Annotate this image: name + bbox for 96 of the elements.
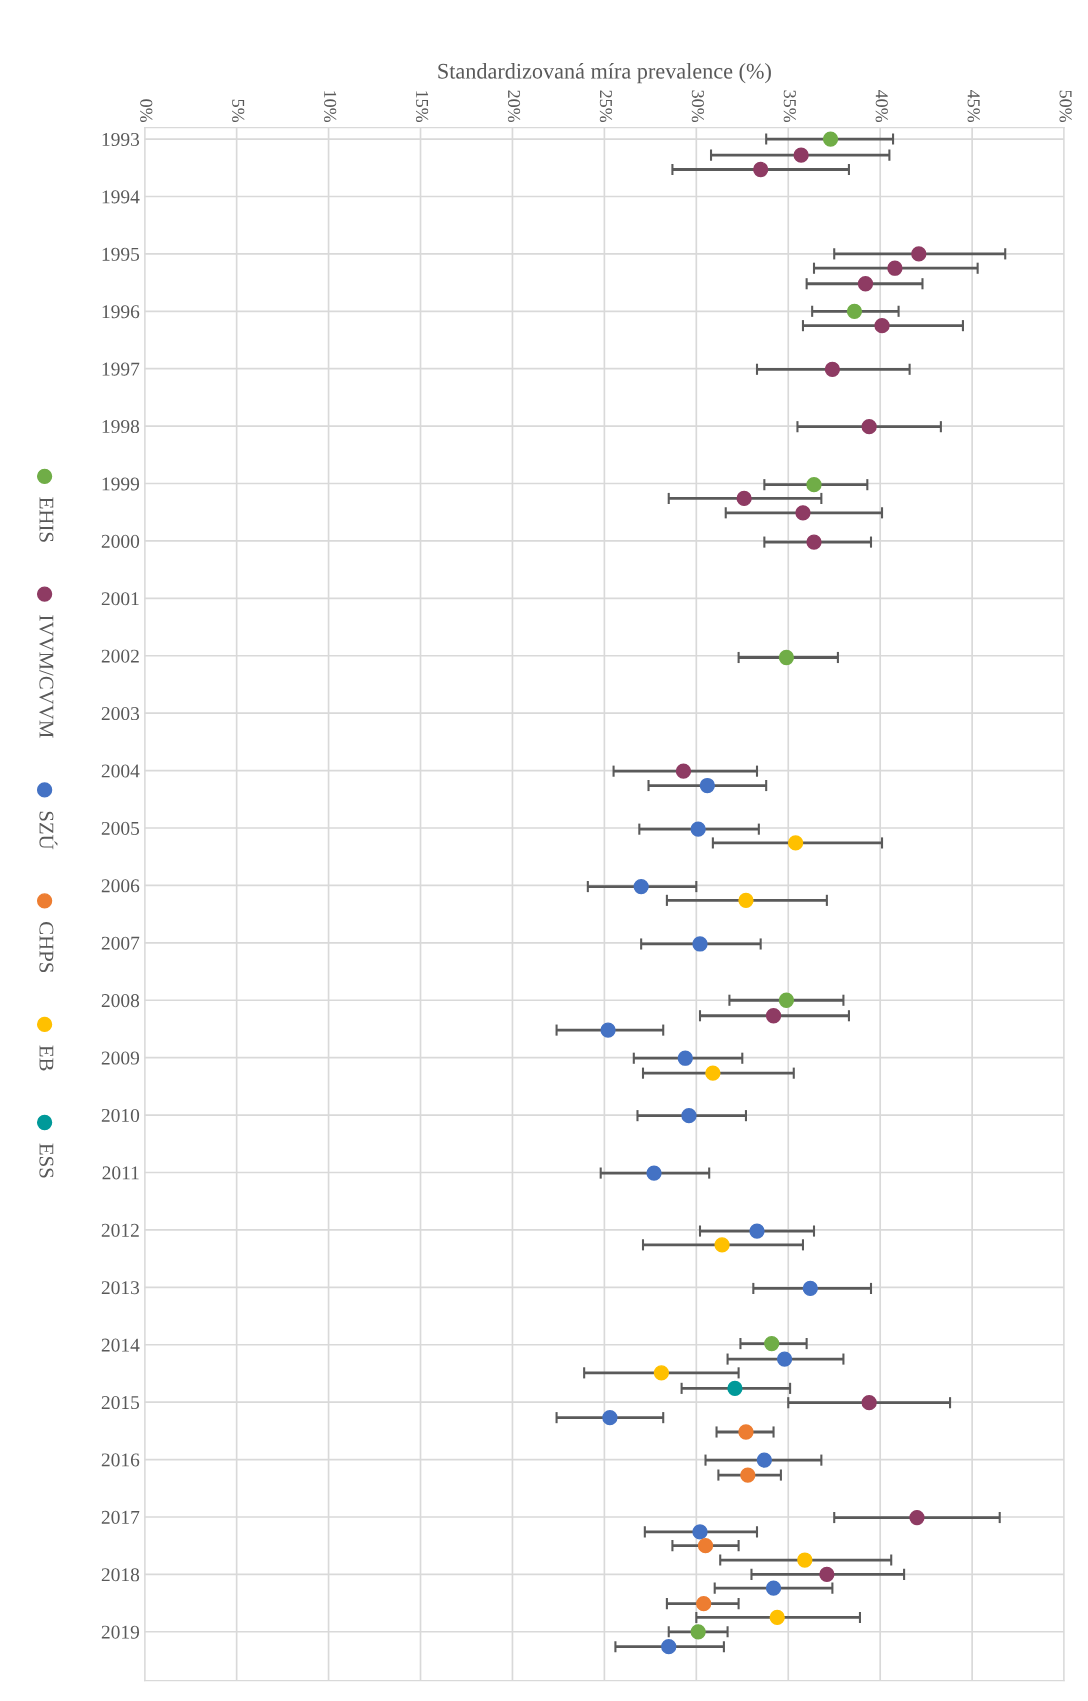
point [692,1524,708,1540]
point [699,777,715,794]
point [887,260,903,276]
y-tick-label: 2002 [101,649,139,663]
point [740,1467,756,1483]
point [690,821,706,837]
y-tick-label: 2008 [101,994,140,1008]
x-axis-title: Standardizovaná míra prevalence (%) [438,63,771,84]
y-tick-label: 2012 [101,1223,139,1237]
legend-label: IVVM/CVVM [39,615,54,738]
point [765,1008,782,1024]
y-tick-label: 2014 [101,1338,140,1352]
point [806,534,822,550]
point [819,1566,835,1583]
legend-label: EHIS [39,497,54,542]
x-tick-label: 50% [1059,90,1072,123]
y-tick-label: 1994 [102,190,140,204]
point [602,1409,618,1426]
point [764,1335,780,1352]
point [690,1624,706,1640]
point [705,1065,721,1081]
point [861,419,877,435]
x-tick-label: 15% [415,91,429,123]
y-tick-label: 2007 [101,936,140,950]
point [675,763,692,779]
point [822,131,839,147]
x-tick-label: 35% [783,90,796,123]
y-tick-label: 2016 [101,1453,140,1467]
point [661,1639,677,1655]
y-tick-label: 2017 [101,1510,140,1524]
y-tick-label: 2006 [101,879,140,893]
point [806,477,822,493]
y-tick-label: 1993 [102,132,140,146]
y-tick-label: 1996 [102,305,140,319]
point [756,1452,772,1468]
point [797,1552,813,1568]
point [861,1395,877,1411]
y-tick-label: 2009 [101,1051,140,1065]
x-tick-label: 30% [691,90,704,123]
point [753,161,769,178]
point [736,490,752,507]
x-tick-label: 25% [599,90,613,123]
point [697,1538,714,1554]
x-tick-label: 10% [324,91,337,123]
y-tick-label: 1999 [102,477,140,491]
point [795,505,811,521]
legend-label: EB [39,1045,54,1071]
point [765,1580,782,1596]
point [738,1424,754,1440]
point [714,1237,730,1253]
x-tick-label: 5% [232,99,245,123]
y-tick-label: 2013 [101,1281,140,1295]
point [769,1609,785,1626]
point [600,1022,616,1038]
point [802,1280,818,1297]
y-tick-label: 2004 [101,764,140,778]
legend-label: ESS [39,1143,54,1178]
y-tick-label: 2011 [102,1166,139,1180]
y-tick-label: 2010 [101,1108,140,1123]
x-tick-label: 0% [140,99,153,123]
x-tick-label: 20% [507,90,521,123]
point [692,936,708,952]
legend-label: CHPS [39,922,54,973]
point [911,246,927,262]
y-tick-label: 1998 [102,419,140,434]
point [857,276,874,292]
y-tick-label: 1997 [102,362,140,376]
point [824,361,841,377]
point [778,992,795,1008]
point [633,878,649,895]
point [681,1108,697,1124]
point [874,318,890,334]
y-tick-label: 2015 [101,1395,140,1410]
point [677,1050,693,1066]
x-tick-label: 40% [875,89,888,123]
point [749,1223,765,1239]
y-tick-label: 2003 [101,707,140,721]
point [778,649,795,666]
x-tick-label: 45% [967,89,980,123]
point [653,1365,670,1381]
point [727,1380,743,1396]
y-tick-label: 2005 [101,821,140,835]
point [909,1509,925,1526]
point [787,835,804,851]
point [793,147,809,163]
y-tick-label: 1995 [102,247,140,261]
point [696,1596,712,1612]
y-tick-label: 2001 [101,592,139,606]
y-tick-label: 2000 [101,534,140,548]
legend-label: SZÚ [39,811,58,850]
point [776,1351,793,1367]
y-tick-label: 2018 [101,1568,140,1582]
point [738,892,754,908]
point [646,1165,662,1181]
y-tick-label: 2019 [101,1625,140,1639]
point [846,303,863,319]
